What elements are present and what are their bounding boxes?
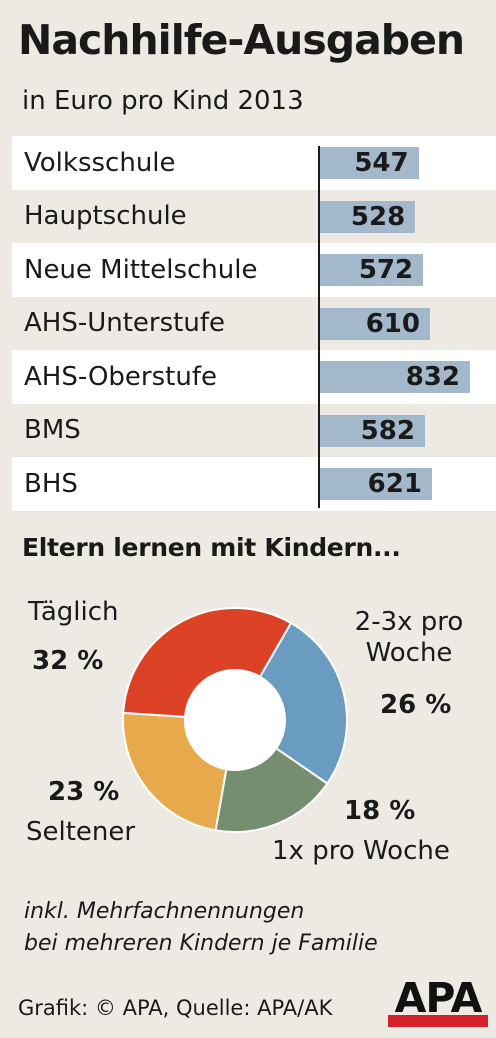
bar-label: AHS-Unterstufe <box>24 308 225 339</box>
bar-value-label: 582 <box>360 415 415 446</box>
footnote: inkl. Mehrfachnennungen bei mehreren Kin… <box>24 896 378 960</box>
slice-pct-taeglich: 32 % <box>32 646 104 676</box>
bar: 547 <box>320 147 419 179</box>
bar-value-label: 572 <box>358 255 414 285</box>
bar-row-ahs-oberstufe: AHS-Oberstufe 832 <box>12 350 496 404</box>
bar: 572 <box>320 254 424 286</box>
bar-value-label: 528 <box>350 201 406 232</box>
page-title: Nachhilfe-Ausgaben <box>18 16 465 64</box>
slice-label-2-3x: 2-3x pro Woche <box>348 607 470 669</box>
apa-logo: APA <box>388 974 488 1028</box>
bar-value-label: 610 <box>365 308 420 339</box>
footnote-line-1: inkl. Mehrfachnennungen <box>24 899 305 924</box>
slice-label-1x: 1x pro Woche <box>272 836 450 866</box>
donut-title: Eltern lernen mit Kindern... <box>22 533 401 562</box>
bar-row-volksschule: Volksschule 547 <box>12 136 496 190</box>
bar-label: Hauptschule <box>24 201 187 232</box>
donut-hole <box>185 670 285 770</box>
bar-label: AHS-Oberstufe <box>24 361 217 392</box>
bar: 610 <box>320 307 430 340</box>
source-credit: Grafik: © APA, Quelle: APA/AK <box>18 996 333 1020</box>
bar-row-neue-mittelschule: Neue Mittelschule 572 <box>12 243 496 297</box>
bar-label: Volksschule <box>24 147 176 178</box>
slice-pct-2-3x: 26 % <box>380 690 452 720</box>
bar-label: BHS <box>24 468 78 499</box>
bar-row-bms: BMS 582 <box>12 404 496 458</box>
bar-row-ahs-unterstufe: AHS-Unterstufe 610 <box>12 297 496 351</box>
apa-logo-text: APA <box>394 974 483 1022</box>
slice-label-2-3x-text: 2-3x pro Woche <box>354 607 464 669</box>
bar: 832 <box>320 361 470 393</box>
bar-value-label: 832 <box>405 362 460 392</box>
bar-label: BMS <box>24 415 81 446</box>
bar-axis-line <box>318 146 320 508</box>
slice-label-seltener: Seltener <box>26 817 136 847</box>
apa-logo-bar <box>388 1015 488 1027</box>
bar-label: Neue Mittelschule <box>24 254 258 285</box>
bar-row-hauptschule: Hauptschule 528 <box>12 190 496 244</box>
slice-pct-1x: 18 % <box>344 796 416 826</box>
bar-value-label: 621 <box>367 469 422 499</box>
page-subtitle: in Euro pro Kind 2013 <box>22 86 304 116</box>
footnote-line-2: bei mehreren Kindern je Familie <box>24 930 378 956</box>
slice-label-taeglich: Täglich <box>28 597 119 627</box>
bar: 621 <box>320 468 432 500</box>
bar-row-bhs: BHS 621 <box>12 457 496 511</box>
bar-chart: Volksschule 547 Hauptschule 528 Neue Mit… <box>12 136 496 511</box>
bar: 582 <box>320 414 425 447</box>
slice-pct-seltener: 23 % <box>48 777 120 807</box>
bar: 528 <box>320 200 416 233</box>
bar-value-label: 547 <box>354 148 409 178</box>
